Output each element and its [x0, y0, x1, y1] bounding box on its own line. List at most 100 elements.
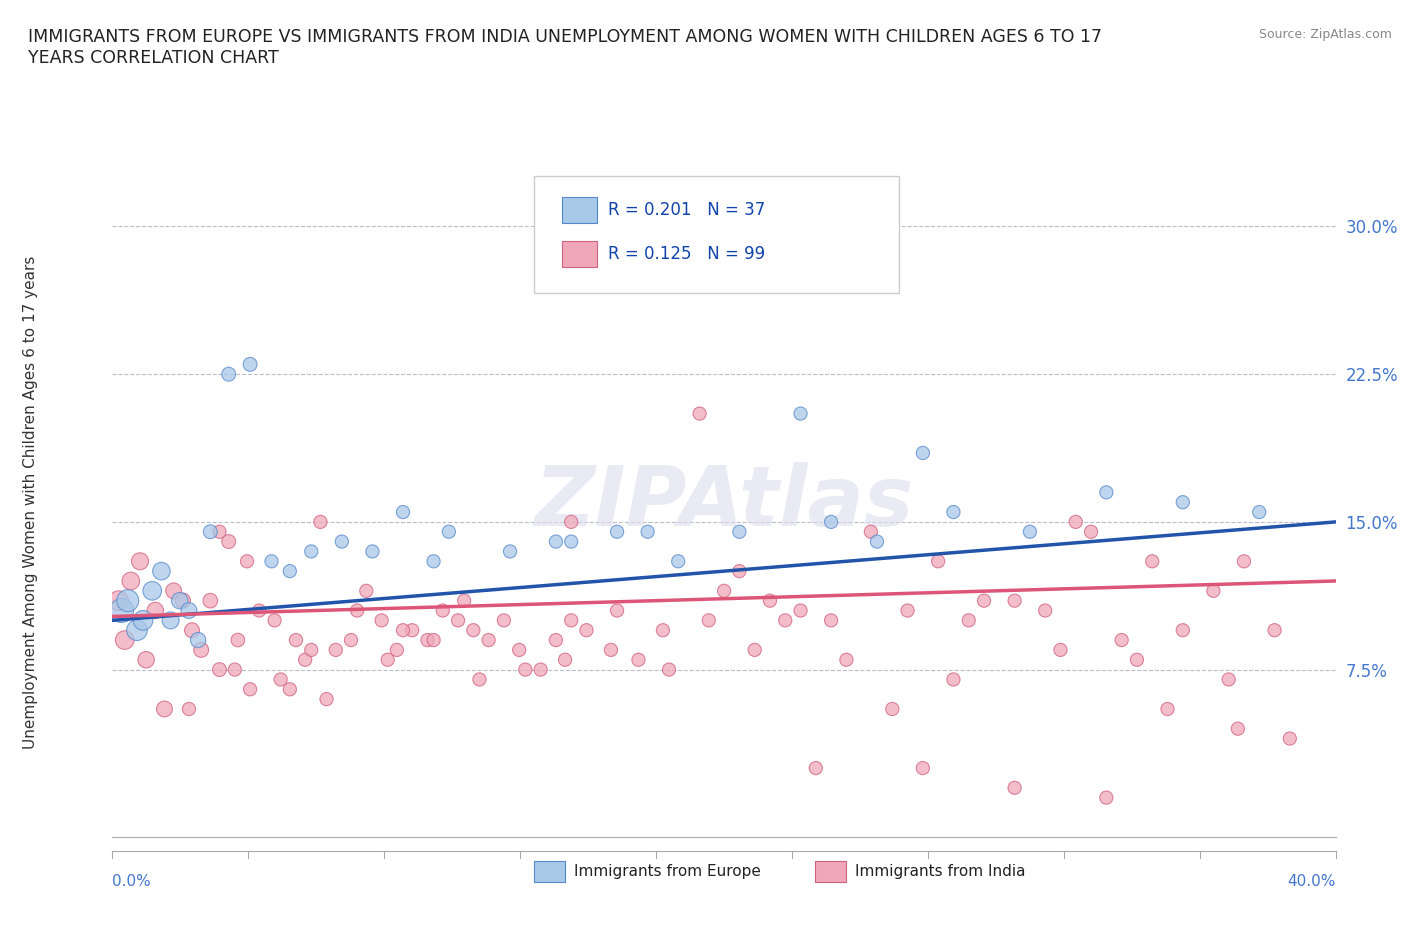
Point: [129, 554, 152, 569]
Point: [1064, 514, 1087, 529]
Point: [478, 632, 501, 647]
Text: Immigrants from India: Immigrants from India: [855, 864, 1025, 879]
Point: [1080, 525, 1102, 539]
Point: [606, 525, 628, 539]
Point: [132, 613, 155, 628]
Point: [697, 613, 720, 628]
Point: [911, 761, 934, 776]
Point: [309, 514, 332, 529]
Point: [1264, 623, 1286, 638]
Point: [226, 632, 249, 647]
Text: 0.0%: 0.0%: [112, 874, 152, 889]
Point: [927, 554, 949, 569]
Point: [181, 623, 204, 638]
Point: [278, 682, 301, 697]
Point: [299, 643, 322, 658]
Point: [882, 701, 904, 716]
Point: [1218, 672, 1240, 687]
Point: [278, 564, 301, 578]
Point: [218, 366, 240, 381]
Point: [453, 593, 475, 608]
Point: [1233, 554, 1256, 569]
Point: [187, 632, 209, 647]
Point: [515, 662, 537, 677]
Text: IMMIGRANTS FROM EUROPE VS IMMIGRANTS FROM INDIA UNEMPLOYMENT AMONG WOMEN WITH CH: IMMIGRANTS FROM EUROPE VS IMMIGRANTS FRO…: [28, 28, 1102, 67]
Point: [284, 632, 308, 647]
Point: [468, 672, 491, 687]
Point: [422, 632, 444, 647]
Text: 40.0%: 40.0%: [1288, 874, 1336, 889]
Point: [529, 662, 551, 677]
Point: [1171, 495, 1194, 510]
Point: [135, 652, 157, 667]
Point: [1095, 790, 1118, 805]
Point: [437, 525, 460, 539]
Point: [218, 534, 240, 549]
Point: [236, 554, 259, 569]
Point: [820, 514, 842, 529]
Point: [666, 554, 689, 569]
Point: [544, 534, 567, 549]
Point: [385, 643, 408, 658]
Point: [294, 652, 316, 667]
Point: [689, 406, 711, 421]
Point: [1278, 731, 1301, 746]
Point: [575, 623, 598, 638]
Point: [554, 652, 576, 667]
Point: [637, 525, 659, 539]
Point: [263, 613, 285, 628]
Point: [150, 564, 173, 578]
Point: [942, 505, 965, 520]
Point: [1202, 583, 1225, 598]
Point: [1156, 701, 1178, 716]
Point: [315, 692, 337, 707]
Point: [361, 544, 384, 559]
Point: [1249, 505, 1271, 520]
Point: [143, 603, 166, 618]
Point: [637, 229, 659, 244]
Point: [1111, 632, 1133, 647]
Point: [169, 593, 191, 608]
Point: [463, 623, 485, 638]
Point: [299, 544, 322, 559]
Point: [492, 613, 515, 628]
Point: [356, 583, 378, 598]
Point: [114, 632, 136, 647]
Point: [447, 613, 470, 628]
Point: [728, 564, 751, 578]
Point: [325, 643, 347, 658]
Point: [859, 525, 882, 539]
Point: [239, 682, 262, 697]
Point: [107, 593, 129, 608]
Point: [346, 603, 368, 618]
Point: [897, 603, 920, 618]
Point: [125, 623, 148, 638]
Point: [163, 583, 186, 598]
Text: Unemployment Among Women with Children Ages 6 to 17 years: Unemployment Among Women with Children A…: [24, 256, 38, 749]
Point: [247, 603, 270, 618]
Point: [627, 652, 650, 667]
Point: [544, 632, 567, 647]
Point: [728, 525, 751, 539]
Point: [744, 643, 766, 658]
Point: [159, 613, 181, 628]
Point: [377, 652, 399, 667]
Point: [560, 613, 582, 628]
Point: [508, 643, 530, 658]
Point: [560, 534, 582, 549]
Point: [422, 554, 444, 569]
Point: [172, 593, 194, 608]
Point: [177, 701, 200, 716]
Point: [759, 593, 782, 608]
Point: [652, 623, 675, 638]
Point: [658, 662, 681, 677]
Point: [200, 525, 222, 539]
Point: [260, 554, 283, 569]
Point: [713, 583, 735, 598]
Point: [208, 662, 231, 677]
Point: [1004, 593, 1026, 608]
Text: ZIPAtlas: ZIPAtlas: [534, 461, 914, 543]
Point: [208, 525, 231, 539]
Point: [340, 632, 363, 647]
Point: [560, 514, 582, 529]
